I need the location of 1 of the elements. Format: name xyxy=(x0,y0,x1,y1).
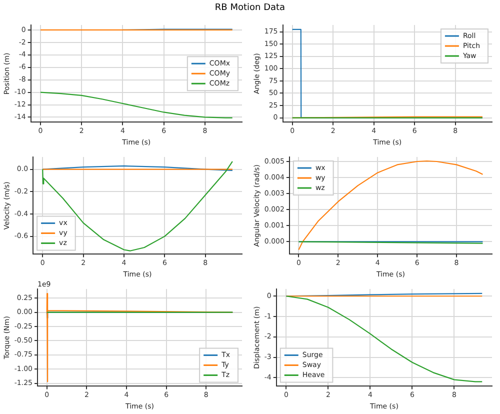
chart-title: RB Motion Data xyxy=(214,2,286,15)
